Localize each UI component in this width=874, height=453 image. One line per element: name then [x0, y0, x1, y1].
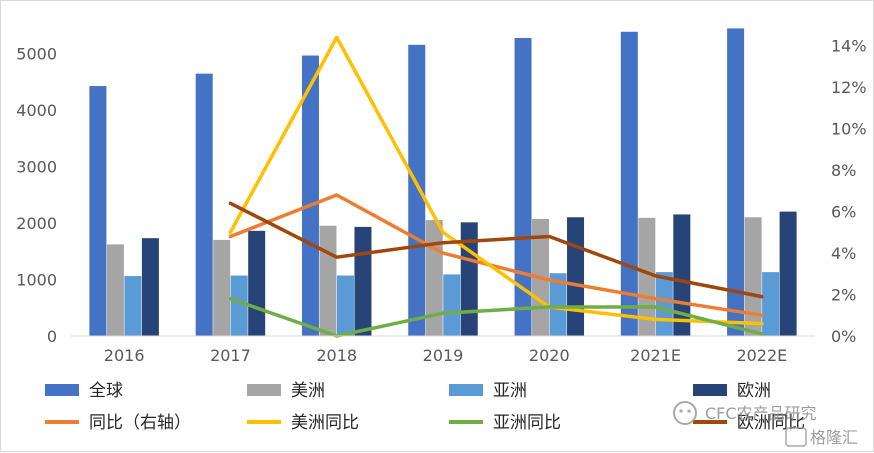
- bar-3-2020: [549, 273, 567, 336]
- bar-4-2022E: [779, 211, 797, 336]
- line-point-1-2020: [547, 278, 551, 282]
- axes-layer: 2016 2017 2018 2019 2020 2021E 2022E 0 1000 2000 3…: [16, 37, 866, 365]
- watermark: CFC农产品研究 格隆汇: [673, 401, 858, 447]
- bar-4-2021E: [673, 214, 691, 336]
- bar-4-2019: [460, 222, 478, 336]
- legend-swatch-bar-4: [693, 384, 727, 396]
- line-point-1-2017: [228, 234, 232, 238]
- legend: 全球 美洲 亚洲 欧洲同比（右轴） 美洲同比 亚洲同比 欧洲同比: [45, 381, 805, 433]
- bar-3-2019: [443, 274, 461, 336]
- legend-label: 全球: [89, 381, 123, 401]
- lines-layer: [228, 35, 764, 338]
- bar-2-2019: [425, 220, 443, 336]
- legend-label: 同比（右轴）: [89, 413, 191, 433]
- line-point-3-2017: [228, 297, 232, 301]
- bar-2-2022E: [744, 217, 762, 336]
- left-y-tick-label: 1000: [16, 270, 57, 289]
- line-point-2-2018: [335, 35, 339, 39]
- left-y-tick-label: 3000: [16, 157, 57, 176]
- wechat-eye-icon: [679, 409, 683, 413]
- right-y-tick-label: 10%: [831, 120, 867, 139]
- line-point-1-2022E: [760, 313, 764, 317]
- line-point-1-2019: [441, 251, 445, 255]
- bar-4-2017: [248, 230, 266, 336]
- bar-3-2018: [336, 275, 354, 336]
- bar-3-2016: [124, 276, 142, 336]
- line-point-4-2018: [335, 255, 339, 259]
- line-point-3-2020: [547, 305, 551, 309]
- line-point-3-2022E: [760, 332, 764, 336]
- right-y-tick-label: 12%: [831, 78, 867, 97]
- line-point-3-2021E: [654, 305, 658, 309]
- legend-swatch-bar-2: [247, 384, 281, 396]
- legend-label: 欧洲: [737, 381, 771, 401]
- left-y-tick-label: 5000: [16, 44, 57, 63]
- legend-label: 亚洲同比: [493, 413, 561, 433]
- bar-1-2020: [514, 38, 532, 336]
- bar-4-2016: [141, 238, 159, 336]
- line-point-2-2019: [441, 230, 445, 234]
- x-tick-label: 2020: [529, 346, 570, 365]
- bar-2-2018: [319, 225, 337, 336]
- watermark-text-2: 格隆汇: [810, 428, 858, 447]
- bar-4-2020: [567, 217, 585, 336]
- right-y-tick-label: 0%: [831, 327, 856, 346]
- bar-1-2019: [408, 44, 426, 337]
- left-y-tick-label: 2000: [16, 214, 57, 233]
- bar-1-2022E: [727, 28, 745, 336]
- line-series-4: [228, 201, 764, 299]
- bar-3-2017: [230, 275, 248, 336]
- bar-1-2017: [195, 73, 213, 336]
- line-point-4-2020: [547, 234, 551, 238]
- line-series-2: [228, 35, 764, 326]
- right-y-tick-label: 6%: [831, 203, 856, 222]
- right-y-tick-label: 4%: [831, 244, 856, 263]
- left-y-tick-label: 4000: [16, 101, 57, 120]
- right-y-tick-label: 14%: [831, 37, 867, 56]
- bar-3-2021E: [655, 272, 673, 336]
- bar-2-2016: [106, 244, 124, 336]
- line-point-2-2017: [228, 230, 232, 234]
- x-tick-label: 2018: [316, 346, 357, 365]
- bar-2-2017: [213, 239, 231, 336]
- bar-1-2021E: [620, 31, 638, 336]
- left-y-tick-label: 0: [47, 327, 57, 346]
- x-tick-label: 2016: [104, 346, 145, 365]
- line-point-4-2017: [228, 201, 232, 205]
- legend-swatch-bar-1: [45, 384, 79, 396]
- line-point-4-2022E: [760, 295, 764, 299]
- bars-layer: [89, 28, 797, 337]
- line-point-1-2018: [335, 193, 339, 197]
- wechat-logo-icon: [673, 401, 697, 425]
- x-tick-label: 2017: [210, 346, 251, 365]
- line-point-4-2021E: [654, 274, 658, 278]
- wechat-eye-icon: [687, 409, 691, 413]
- right-y-tick-label: 2%: [831, 286, 856, 305]
- bar-1-2016: [89, 86, 107, 336]
- line-point-2-2022E: [760, 322, 764, 326]
- line-point-1-2021E: [654, 297, 658, 301]
- gelonghui-logo-icon: [785, 427, 807, 447]
- line-series-1: [228, 193, 764, 318]
- line-point-2-2021E: [654, 317, 658, 321]
- legend-label: 美洲同比: [291, 413, 359, 433]
- x-tick-label: 2019: [423, 346, 464, 365]
- legend-label: 美洲: [291, 381, 325, 401]
- x-tick-label: 2022E: [736, 346, 787, 365]
- legend-label: 亚洲: [493, 381, 527, 401]
- line-series-3: [228, 296, 764, 338]
- x-tick-label: 2021E: [630, 346, 681, 365]
- right-y-tick-label: 8%: [831, 161, 856, 180]
- bar-3-2022E: [762, 272, 780, 336]
- bar-4-2018: [354, 226, 372, 336]
- legend-swatch-bar-3: [449, 384, 483, 396]
- line-point-3-2019: [441, 311, 445, 315]
- watermark-text: CFC农产品研究: [705, 404, 817, 423]
- bar-1-2018: [301, 55, 319, 336]
- line-point-4-2019: [441, 241, 445, 245]
